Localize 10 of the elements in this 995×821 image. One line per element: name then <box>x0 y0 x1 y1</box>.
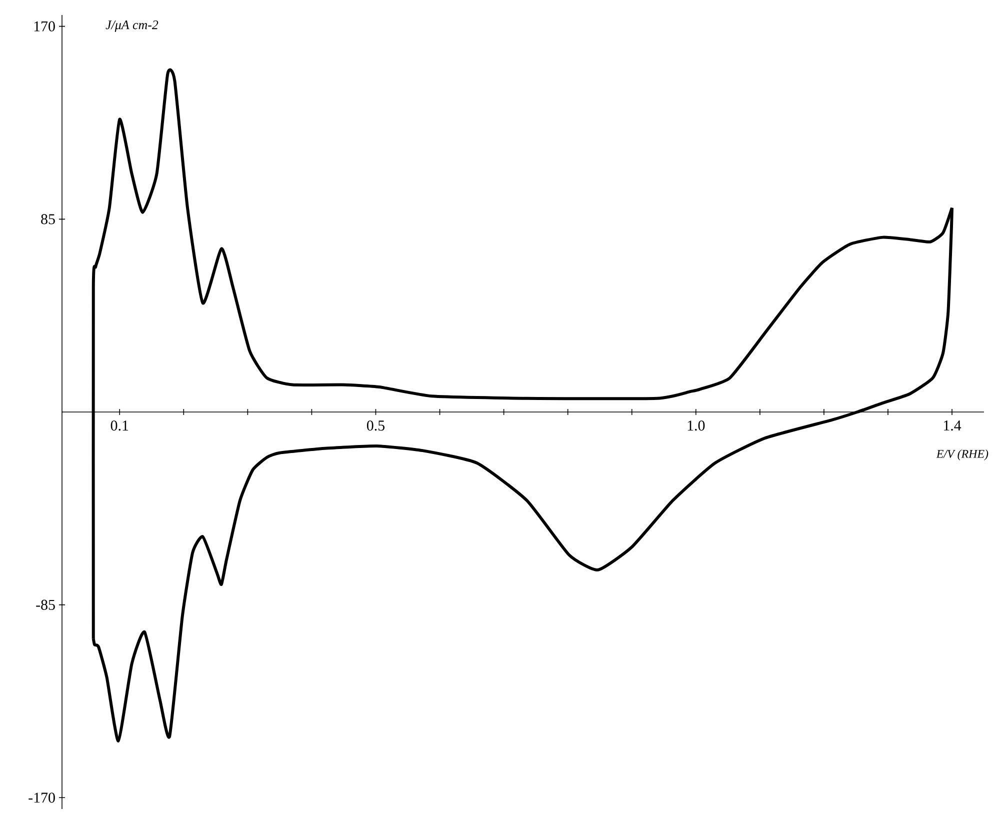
y-axis-title: J/μA cm-2 <box>106 20 158 32</box>
y-tick-label: 170 <box>34 21 55 32</box>
x-tick-label: 0.1 <box>110 420 128 431</box>
x-axis-title: E/V (RHE) <box>936 450 988 460</box>
x-tick-label: 1.0 <box>688 420 705 431</box>
y-tick-label: -85 <box>36 600 55 610</box>
x-tick-label: 1.4 <box>944 420 962 431</box>
y-tick-label: 85 <box>41 214 55 224</box>
x-tick-label: 0.5 <box>366 420 384 431</box>
y-tick-label: -170 <box>28 792 55 803</box>
